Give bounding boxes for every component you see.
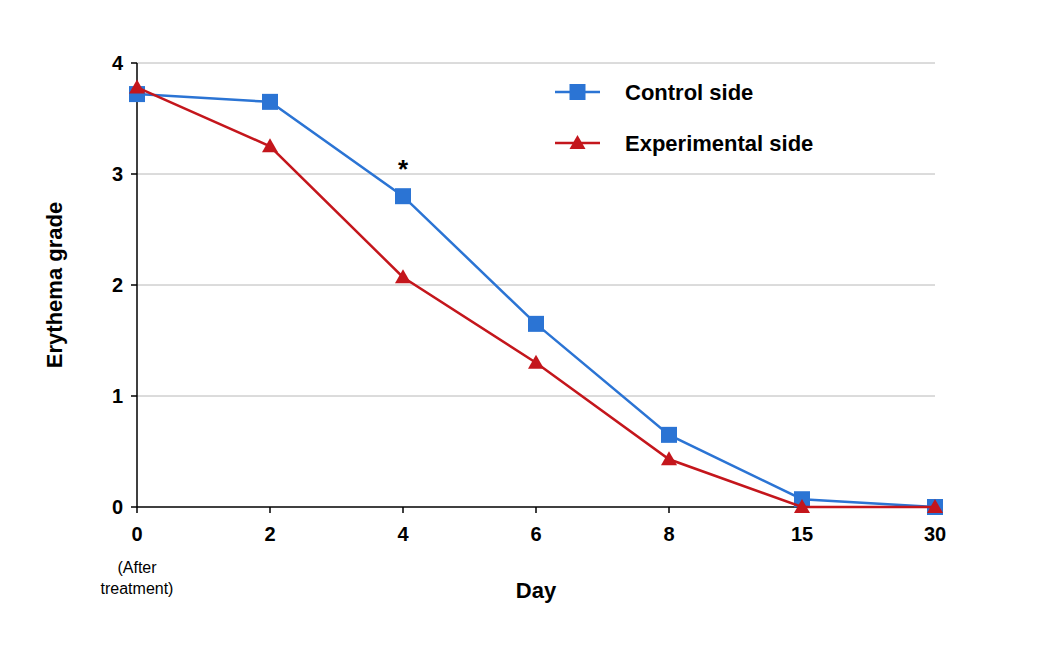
chart: 0 1 2 3 4 0 2 4 6 8 15 30 (After treatment) Day Erythem… xyxy=(0,0,1056,649)
x-tick-label: 8 xyxy=(663,523,674,545)
annotation: * xyxy=(398,154,409,184)
series-marker xyxy=(528,355,544,369)
grid-line xyxy=(137,396,935,397)
x-note: (After treatment) xyxy=(101,559,174,597)
series-marker xyxy=(794,499,810,513)
legend-label: Experimental side xyxy=(625,131,813,156)
y-tick xyxy=(131,62,137,64)
x-tick-label: 4 xyxy=(397,523,409,545)
y-tick-label: 3 xyxy=(112,163,123,185)
x-tick xyxy=(402,507,404,513)
y-tick-label: 1 xyxy=(112,385,123,407)
series-marker xyxy=(262,94,278,110)
y-tick-label: 2 xyxy=(112,274,123,296)
legend-marker xyxy=(570,135,586,149)
x-tick-label: 6 xyxy=(530,523,541,545)
y-tick xyxy=(131,506,137,508)
y-tick-label: 4 xyxy=(112,52,124,74)
x-tick-label: 2 xyxy=(264,523,275,545)
y-axis-label: Erythema grade xyxy=(42,202,67,368)
y-tick xyxy=(131,284,137,286)
x-tick xyxy=(535,507,537,513)
x-tick-label: 15 xyxy=(791,523,813,545)
series-line xyxy=(137,94,935,507)
series-marker xyxy=(395,269,411,283)
series-marker xyxy=(262,138,278,152)
grid-line xyxy=(137,285,935,286)
grid-line xyxy=(137,174,935,175)
plot-area xyxy=(129,79,943,515)
x-note-line: (After xyxy=(117,559,157,576)
series-marker xyxy=(395,188,411,204)
y-axis xyxy=(136,63,138,507)
y-tick xyxy=(131,173,137,175)
x-axis-label: Day xyxy=(516,578,557,603)
series-marker xyxy=(129,79,145,93)
x-tick xyxy=(668,507,670,513)
legend-marker xyxy=(570,84,586,100)
y-tick-label: 0 xyxy=(112,496,123,518)
x-tick-label: 0 xyxy=(131,523,142,545)
series-marker xyxy=(528,316,544,332)
x-tick-label: 30 xyxy=(924,523,946,545)
series-marker xyxy=(661,427,677,443)
grid-line xyxy=(137,63,935,64)
series-marker xyxy=(661,451,677,465)
series-marker xyxy=(927,499,943,513)
legend-label: Control side xyxy=(625,80,753,105)
x-note-line: treatment) xyxy=(101,580,174,597)
x-tick xyxy=(136,507,138,513)
y-tick xyxy=(131,395,137,397)
series-line xyxy=(137,87,935,507)
x-tick xyxy=(269,507,271,513)
